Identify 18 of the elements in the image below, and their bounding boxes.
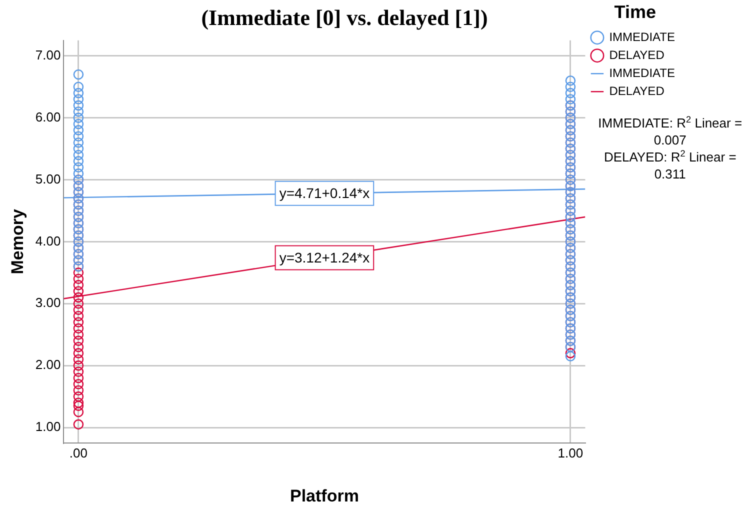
legend-title: Time: [614, 2, 656, 22]
y-tick-label: 3.00: [35, 295, 61, 310]
y-tick-label: 7.00: [35, 47, 61, 62]
legend-label: DELAYED: [609, 48, 665, 62]
annotation: y=4.71+0.14*x: [279, 185, 370, 202]
y-axis-title: Memory: [8, 208, 27, 274]
y-tick-label: 4.00: [35, 233, 61, 248]
legend-label: IMMEDIATE: [609, 66, 676, 80]
x-tick-label: .00: [69, 445, 88, 460]
y-tick-label: 2.00: [35, 357, 61, 372]
y-tick-label: 5.00: [35, 171, 61, 186]
legend-label: DELAYED: [609, 84, 665, 98]
chart-title: (Immediate [0] vs. delayed [1]): [201, 4, 488, 30]
y-tick-label: 1.00: [35, 419, 61, 434]
y-tick-label: 6.00: [35, 109, 61, 124]
annotation: y=3.12+1.24*x: [279, 250, 370, 266]
x-axis-title: Platform: [290, 486, 359, 506]
legend-label: IMMEDIATE: [609, 30, 676, 44]
